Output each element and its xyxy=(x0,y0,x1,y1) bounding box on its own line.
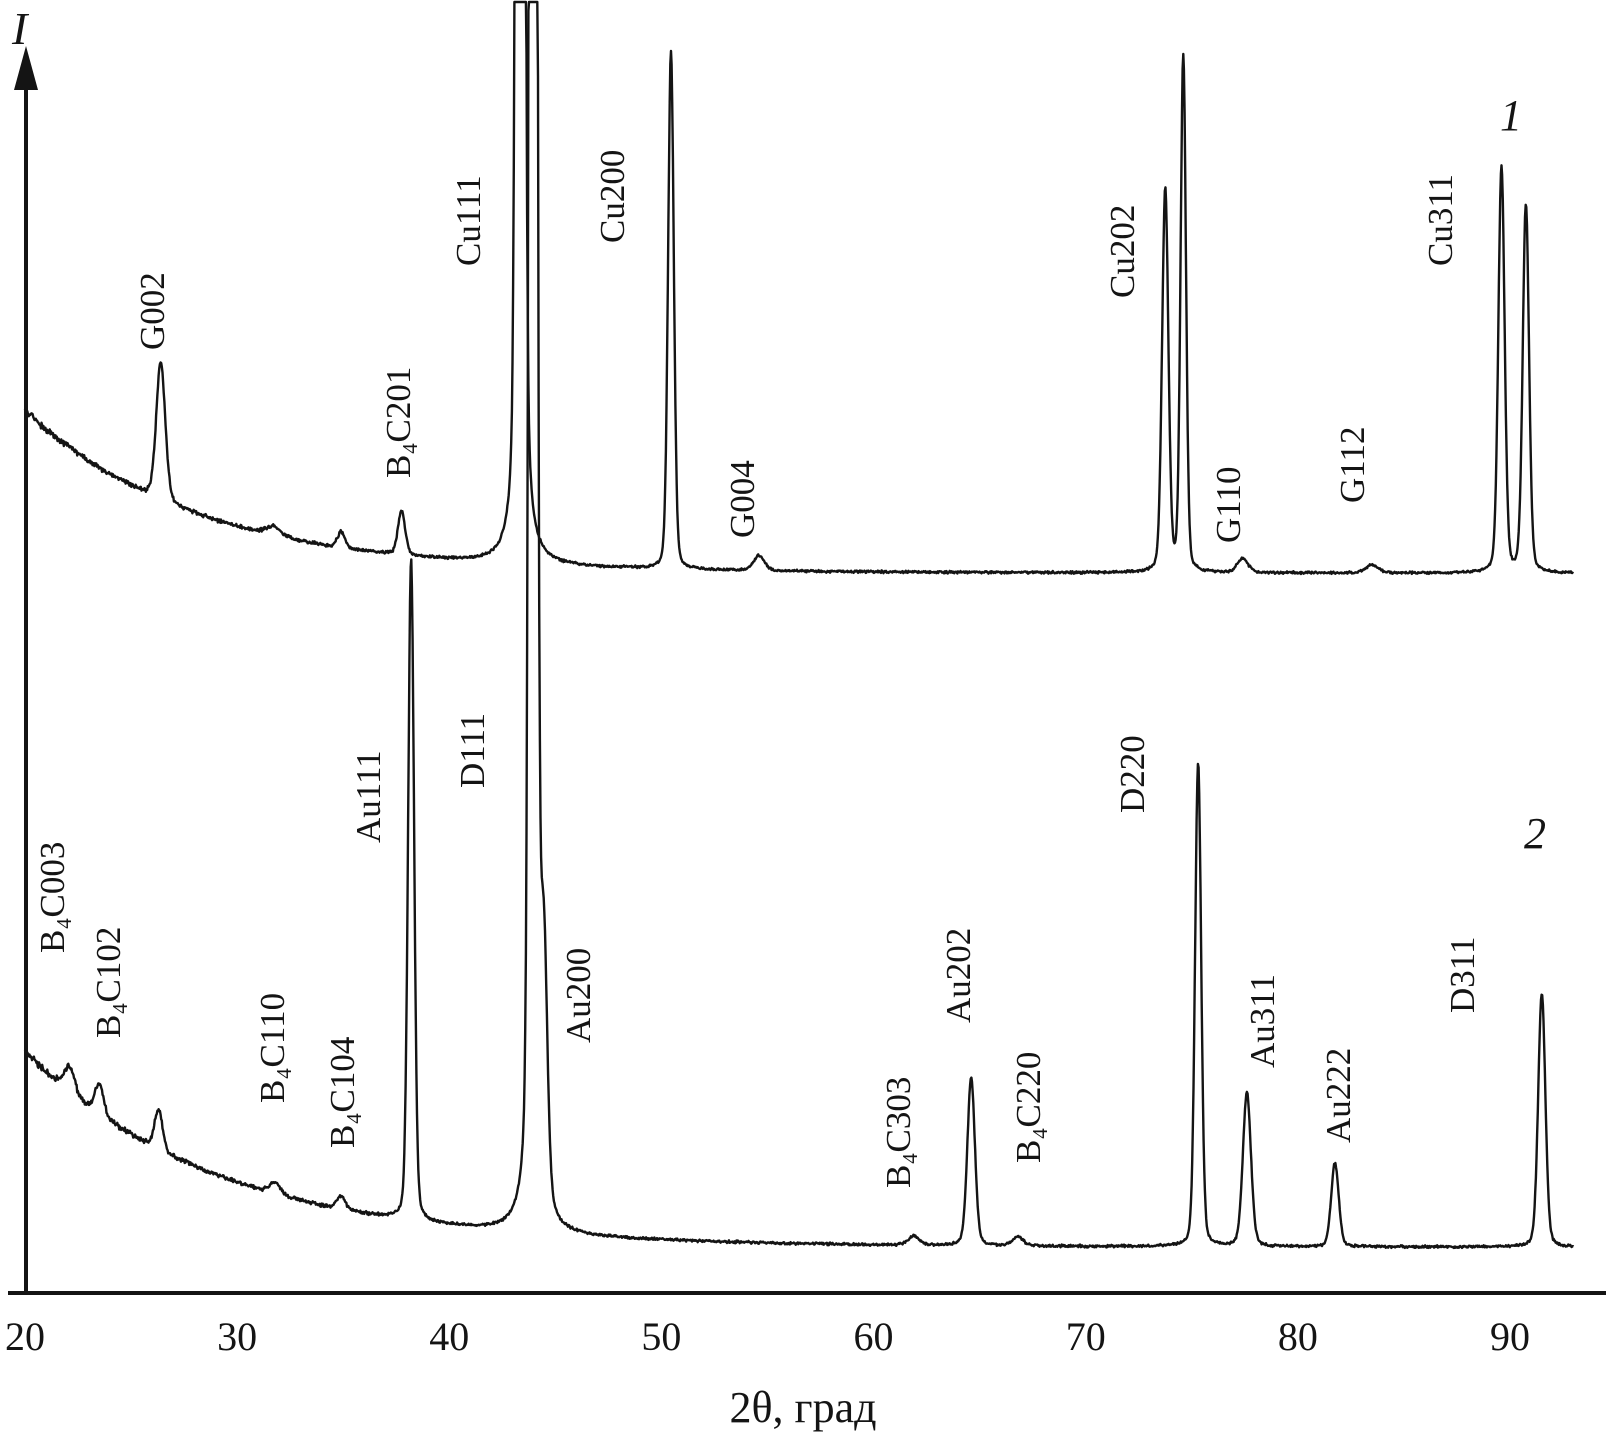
xrd-curve-1 xyxy=(23,0,1575,576)
x-axis-label: 2θ, град xyxy=(729,1383,877,1432)
x-tick-label: 50 xyxy=(641,1314,681,1359)
y-axis-arrowhead-icon xyxy=(14,46,38,90)
xrd-curve-2 xyxy=(23,0,1575,1250)
x-tick-label: 30 xyxy=(217,1314,257,1359)
peak-label: B₄C201 xyxy=(379,367,418,478)
peak-label: B₄C220 xyxy=(1009,1052,1048,1163)
peak-label: G002 xyxy=(133,272,172,350)
peak-label: Cu200 xyxy=(593,150,632,243)
peak-label: Au111 xyxy=(349,750,388,843)
peak-label: G112 xyxy=(1333,427,1372,503)
curve-tag: 2 xyxy=(1524,809,1546,858)
peak-label: B₄C102 xyxy=(89,927,128,1038)
peak-label: Au222 xyxy=(1319,1048,1358,1143)
x-tick-label: 70 xyxy=(1066,1314,1106,1359)
peak-label: D111 xyxy=(453,713,492,788)
peak-label: Cu311 xyxy=(1421,174,1460,266)
peak-label: Au311 xyxy=(1243,974,1282,1068)
peak-label: Cu202 xyxy=(1103,205,1142,298)
x-tick-label: 20 xyxy=(5,1314,45,1359)
peak-label: B₄C003 xyxy=(33,842,72,953)
x-tick-label: 60 xyxy=(854,1314,894,1359)
peak-label: B₄C104 xyxy=(323,1037,362,1148)
peak-label: G004 xyxy=(723,460,762,538)
peak-label: B₄C110 xyxy=(253,993,292,1103)
peak-label: B₄C303 xyxy=(879,1077,918,1188)
peak-label: D311 xyxy=(1443,937,1482,1013)
peak-label: Au202 xyxy=(939,928,978,1023)
x-tick-label: 80 xyxy=(1278,1314,1318,1359)
y-axis-label: I xyxy=(12,3,28,54)
peak-label: Cu111 xyxy=(449,175,488,266)
curve-tag: 1 xyxy=(1500,91,1522,140)
x-tick-label: 90 xyxy=(1490,1314,1530,1359)
peak-label: Au200 xyxy=(559,948,598,1043)
peak-label: G110 xyxy=(1209,467,1248,543)
x-tick-label: 40 xyxy=(429,1314,469,1359)
peak-label: D220 xyxy=(1113,735,1152,813)
